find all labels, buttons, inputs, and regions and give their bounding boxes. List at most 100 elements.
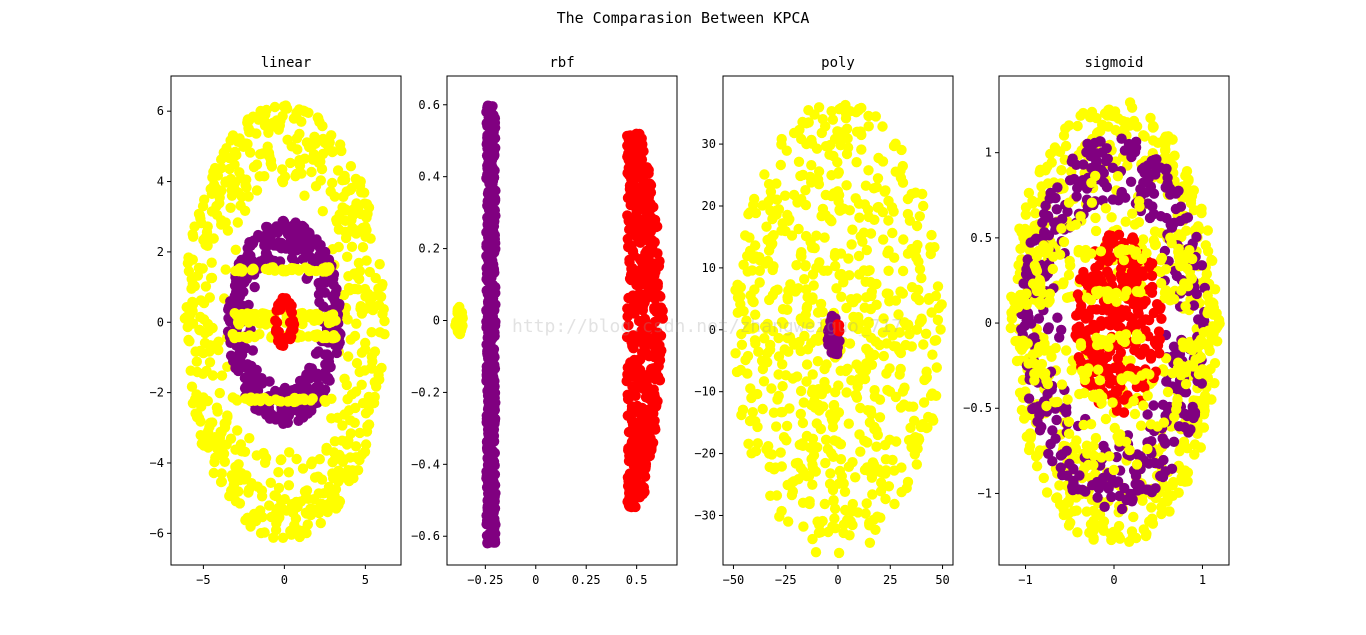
scatter-point xyxy=(1151,154,1162,165)
scatter-point xyxy=(657,305,668,316)
scatter-point xyxy=(1101,143,1112,154)
scatter-point xyxy=(360,291,371,302)
scatter-point xyxy=(1133,217,1145,228)
scatter-point xyxy=(842,363,853,374)
scatter-point xyxy=(1180,387,1192,398)
scatter-point xyxy=(736,339,748,350)
scatter-point xyxy=(768,261,779,272)
scatter-point xyxy=(360,221,371,233)
scatter-point xyxy=(780,225,791,237)
scatter-point xyxy=(1116,133,1127,144)
scatter-point xyxy=(1018,292,1029,304)
scatter-point xyxy=(1023,358,1034,369)
scatter-point xyxy=(1131,459,1143,470)
scatter-point xyxy=(765,205,776,216)
scatter-point xyxy=(196,438,207,449)
scatter-point xyxy=(1020,202,1032,213)
scatter-point xyxy=(1207,306,1218,317)
scatter-point xyxy=(908,401,919,412)
scatter-point xyxy=(822,265,833,276)
y-tick-label: 2 xyxy=(157,245,164,259)
scatter-point xyxy=(803,470,815,482)
scatter-point xyxy=(883,288,894,299)
scatter-point xyxy=(352,465,364,476)
scatter-point xyxy=(815,298,827,310)
scatter-point xyxy=(1086,177,1097,188)
scatter-point xyxy=(330,484,342,495)
scatter-point xyxy=(327,177,338,189)
scatter-point xyxy=(882,248,893,259)
scatter-point xyxy=(1133,308,1144,319)
scatter-point xyxy=(792,457,804,469)
scatter-layer xyxy=(730,99,947,559)
scatter-point xyxy=(345,428,357,439)
scatter-point xyxy=(182,321,193,333)
scatter-point xyxy=(1014,387,1026,398)
scatter-point xyxy=(193,262,205,274)
scatter-point xyxy=(1193,337,1205,348)
scatter-point xyxy=(1142,443,1153,455)
scatter-point xyxy=(277,532,289,543)
scatter-point xyxy=(214,387,225,399)
scatter-point xyxy=(308,149,320,160)
scatter-point xyxy=(863,110,874,122)
scatter-point xyxy=(1043,243,1054,254)
scatter-point xyxy=(1195,395,1206,407)
scatter-point xyxy=(655,330,667,341)
scatter-point xyxy=(485,114,496,126)
scatter-point xyxy=(1095,316,1107,327)
y-tick-label: 0 xyxy=(157,315,164,329)
scatter-point xyxy=(839,486,851,497)
subplot-title: poly xyxy=(821,55,855,71)
scatter-point xyxy=(1161,163,1172,174)
scatter-point xyxy=(259,234,270,245)
scatter-point xyxy=(889,498,900,510)
scatter-point xyxy=(287,315,299,326)
scatter-point xyxy=(1184,343,1196,354)
scatter-point xyxy=(1063,120,1075,131)
scatter-point xyxy=(833,320,844,331)
scatter-point xyxy=(1094,509,1105,521)
scatter-point xyxy=(1090,432,1102,444)
scatter-point xyxy=(1120,329,1132,340)
scatter-point xyxy=(187,278,198,290)
scatter-point xyxy=(752,388,763,400)
scatter-point xyxy=(242,138,253,150)
scatter-point xyxy=(327,146,339,157)
y-tick-label: 6 xyxy=(157,104,164,118)
scatter-point xyxy=(319,287,331,298)
scatter-point xyxy=(752,438,763,449)
scatter-point xyxy=(374,327,386,338)
scatter-point xyxy=(1193,369,1205,380)
scatter-point xyxy=(246,238,257,249)
scatter-point xyxy=(342,394,353,405)
scatter-point xyxy=(810,547,822,558)
scatter-point xyxy=(791,260,802,271)
scatter-point xyxy=(807,292,818,303)
scatter-point xyxy=(1031,251,1043,262)
scatter-point xyxy=(1118,394,1130,405)
scatter-point xyxy=(1118,407,1129,418)
scatter-point xyxy=(276,175,288,186)
scatter-point xyxy=(1056,165,1067,176)
scatter-point xyxy=(189,394,201,405)
scatter-point xyxy=(1179,465,1191,476)
scatter-point xyxy=(1097,355,1109,367)
scatter-point xyxy=(1091,476,1103,488)
y-tick-label: −2 xyxy=(150,386,164,400)
y-tick-label: 0.2 xyxy=(418,242,440,256)
scatter-point xyxy=(353,257,365,269)
scatter-point xyxy=(643,168,654,179)
scatter-point xyxy=(318,133,329,145)
scatter-point xyxy=(1081,506,1093,517)
scatter-point xyxy=(357,242,369,253)
scatter-point xyxy=(1005,322,1016,334)
scatter-point xyxy=(299,486,311,497)
scatter-point xyxy=(483,445,494,456)
scatter-point xyxy=(863,316,874,328)
scatter-point xyxy=(895,402,907,413)
scatter-point xyxy=(206,272,218,284)
scatter-point xyxy=(625,170,636,182)
scatter-point xyxy=(1041,400,1052,412)
scatter-point xyxy=(486,510,497,521)
